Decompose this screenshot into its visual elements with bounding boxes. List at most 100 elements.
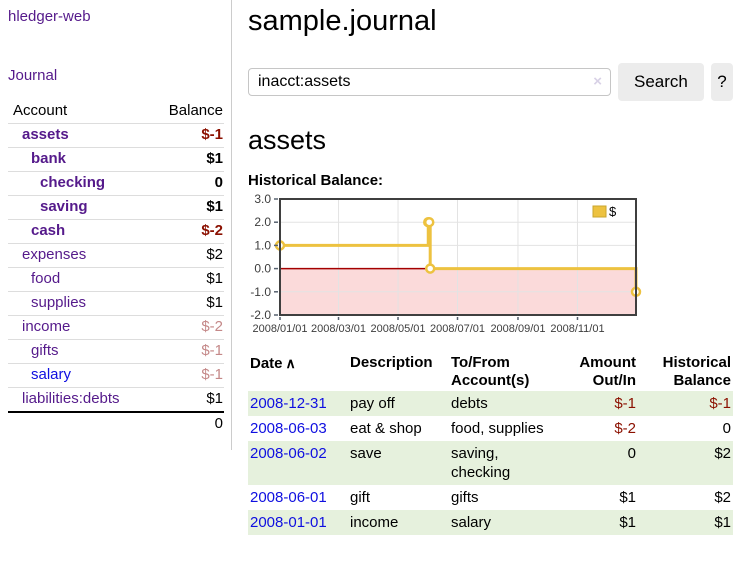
sidebar-account-link[interactable]: salary (31, 366, 72, 383)
register-row: 2008-06-02 save saving, checking 0 $2 (248, 441, 733, 485)
transaction-accounts: saving, checking (451, 445, 511, 481)
transaction-date-link[interactable]: 2008-06-02 (250, 445, 327, 462)
transaction-description: eat & shop (350, 420, 422, 437)
transaction-description: income (350, 514, 399, 531)
account-heading: assets (248, 125, 327, 155)
register-header-balance: Historical Balance (638, 353, 733, 391)
accounts-total-spacer (8, 411, 149, 436)
transaction-accounts: salary (451, 514, 492, 531)
transaction-description: gift (350, 489, 371, 506)
account-balance: $1 (148, 267, 224, 292)
account-row: expenses $2 (8, 243, 224, 268)
chart-heading: Historical Balance: (248, 172, 384, 189)
sidebar-account-link[interactable]: saving (40, 198, 88, 215)
accounts-header-balance: Balance (148, 100, 224, 124)
x-axis-label: 2008/07/01 (430, 323, 485, 334)
account-balance: $1 (148, 147, 224, 172)
transaction-date-link[interactable]: 2008-06-03 (250, 420, 327, 437)
register-header-amount: Amount Out/In (561, 353, 638, 391)
register-header-accounts: To/From Account(s) (449, 353, 561, 391)
legend-label: $ (609, 204, 617, 219)
balance-header-line1: Historical (662, 354, 731, 371)
help-button[interactable]: ? (710, 63, 733, 101)
x-axis-label: 2008/03/01 (311, 323, 366, 334)
sidebar-account-link[interactable]: assets (22, 126, 69, 143)
account-balance: $-1 (148, 339, 224, 364)
accounts-balance-table: Account Balance assets $-1 bank $1 checking 0… (8, 100, 224, 436)
search-button[interactable]: Search (618, 63, 704, 101)
sidebar-account-link[interactable]: gifts (31, 342, 59, 359)
sidebar-account-link[interactable]: income (22, 318, 71, 335)
transaction-date-link[interactable]: 2008-12-31 (250, 395, 327, 412)
main-content: sample.journal × Search ? assets Histori… (232, 0, 742, 535)
account-balance: $-2 (148, 219, 224, 244)
y-axis-label: 0.0 (254, 262, 271, 276)
transaction-balance: $2 (714, 445, 731, 462)
register-header-description: Description (350, 354, 433, 371)
transaction-accounts: debts (451, 395, 488, 412)
y-axis-label: 3.0 (254, 194, 271, 206)
sidebar-account-link[interactable]: checking (40, 174, 106, 191)
account-row: income $-2 (8, 315, 224, 340)
register-row: 2008-01-01 income salary $1 $1 (248, 510, 733, 535)
transaction-balance: $2 (714, 489, 731, 506)
transaction-date-link[interactable]: 2008-01-01 (250, 514, 327, 531)
amount-header-line2: Out/In (592, 372, 636, 389)
transaction-amount: $1 (619, 514, 636, 531)
sidebar-account-link[interactable]: bank (31, 150, 67, 167)
register-row: 2008-06-03 eat & shop food, supplies $-2 0 (248, 416, 733, 441)
transaction-balance: $1 (714, 514, 731, 531)
sidebar-account-link[interactable]: supplies (31, 294, 87, 311)
search-box: × (248, 68, 611, 96)
y-axis-label: -2.0 (250, 308, 271, 322)
transaction-accounts: gifts (451, 489, 479, 506)
account-balance: 0 (148, 171, 224, 196)
account-row: bank $1 (8, 147, 224, 172)
y-axis-label: 1.0 (254, 238, 271, 252)
page-title: sample.journal (248, 5, 437, 37)
transaction-balance: 0 (722, 420, 731, 437)
x-axis-label: 2008/11/01 (550, 323, 604, 334)
transaction-amount: $-1 (614, 395, 636, 412)
sidebar-account-link[interactable]: expenses (22, 246, 87, 263)
transaction-amount: $1 (619, 489, 636, 506)
account-row: liabilities:debts $1 (8, 387, 224, 413)
transaction-description: pay off (350, 395, 395, 412)
account-row: saving $1 (8, 195, 224, 220)
balance-header-line2: Balance (673, 372, 731, 389)
x-axis-label: 2008/09/01 (490, 323, 545, 334)
sidebar-item-journal[interactable]: Journal (8, 67, 58, 84)
transaction-accounts: food, supplies (451, 420, 544, 437)
register-row: 2008-06-01 gift gifts $1 $2 (248, 485, 733, 510)
account-balance: $1 (148, 195, 224, 220)
transaction-balance: $-1 (709, 395, 731, 412)
search-input[interactable] (248, 68, 611, 96)
clear-search-icon[interactable]: × (593, 73, 602, 90)
account-row: supplies $1 (8, 291, 224, 316)
sidebar-account-link[interactable]: cash (31, 222, 66, 239)
transaction-date-link[interactable]: 2008-06-01 (250, 489, 327, 506)
register-header-date[interactable]: Date ∧ (248, 353, 348, 391)
account-balance: $-1 (148, 363, 224, 388)
sidebar: hledger-web Journal Account Balance asse… (0, 0, 232, 450)
amount-header-line1: Amount (579, 354, 636, 371)
account-row: cash $-2 (8, 219, 224, 244)
account-balance: $-1 (148, 123, 224, 148)
app-brand-link[interactable]: hledger-web (8, 8, 91, 25)
x-axis-label: 2008/05/01 (370, 323, 425, 334)
sort-ascending-icon: ∧ (285, 355, 296, 371)
sidebar-account-link[interactable]: food (31, 270, 61, 287)
accounts-total-row: 0 (8, 411, 224, 436)
date-header-label: Date (250, 355, 283, 372)
sidebar-account-link[interactable]: liabilities:debts (22, 390, 120, 407)
transaction-amount: 0 (627, 445, 636, 462)
account-balance: $2 (148, 243, 224, 268)
y-axis-label: -1.0 (250, 285, 271, 299)
account-balance: $1 (148, 387, 224, 413)
account-balance: $-2 (148, 315, 224, 340)
search-form: × Search ? (248, 63, 733, 101)
account-row: food $1 (8, 267, 224, 292)
account-row: checking 0 (8, 171, 224, 196)
legend-swatch (592, 205, 607, 218)
